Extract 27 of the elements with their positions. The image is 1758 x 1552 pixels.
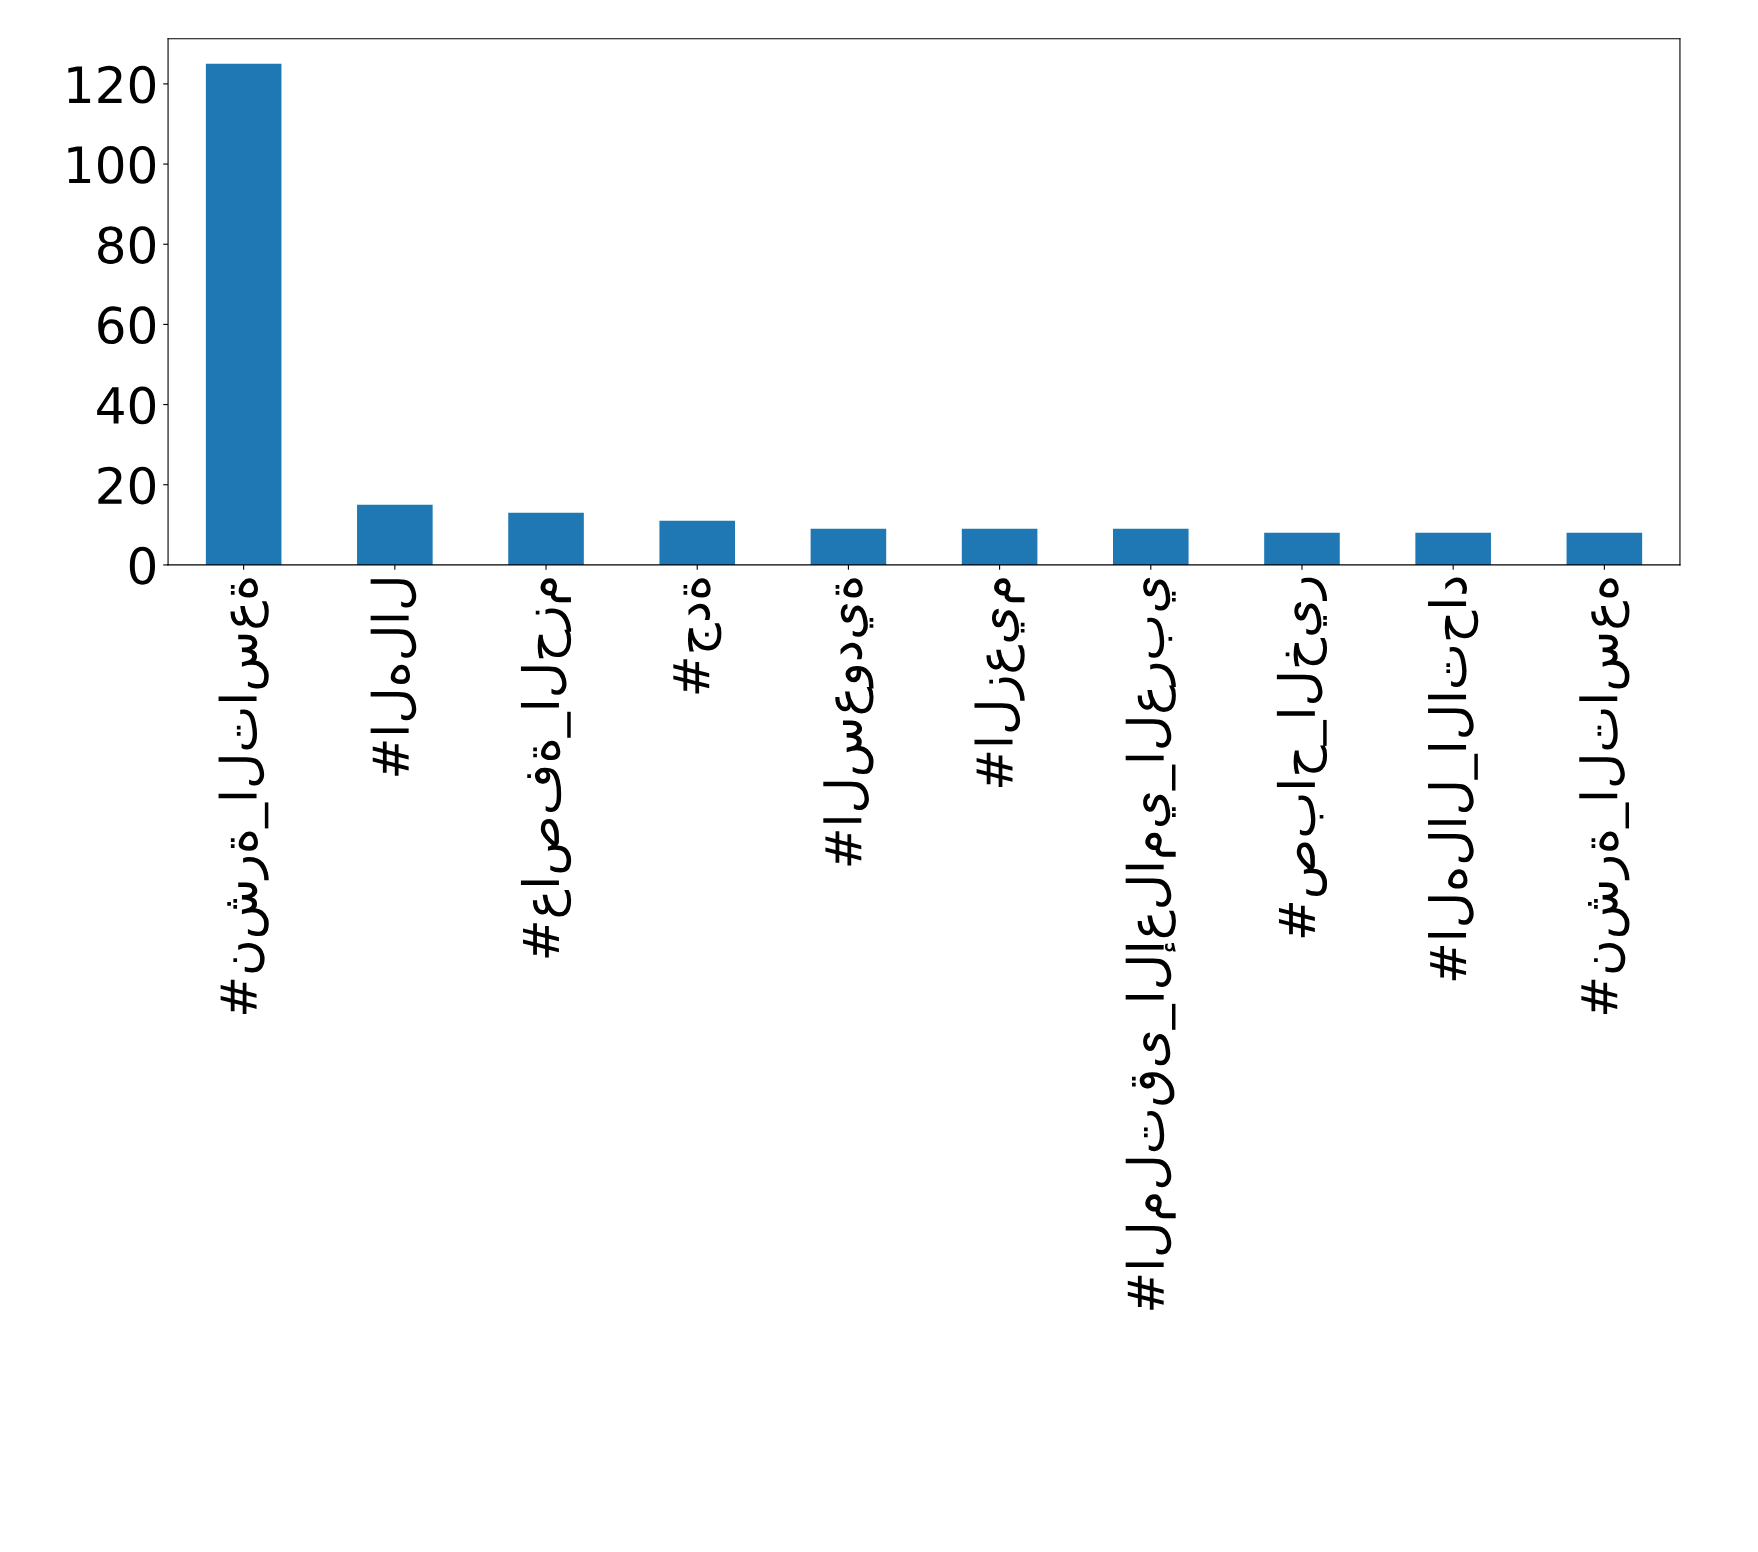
bar	[659, 520, 736, 565]
bar	[1415, 532, 1491, 565]
y-tick-label: 100	[68, 145, 156, 184]
bar	[810, 528, 887, 565]
bar	[961, 528, 1038, 565]
x-tick-label: #الملتقى_الإعلامي_العربي	[1125, 577, 1176, 1310]
y-tick-label: 120	[68, 65, 156, 104]
y-tick-label: 0	[129, 546, 156, 585]
x-tick-label: #الهلال_الاتحاد	[1428, 577, 1479, 981]
y-tick-label: 40	[97, 386, 156, 425]
bar	[1112, 528, 1189, 565]
bar	[1566, 532, 1643, 565]
x-tick-label: #جدة	[673, 578, 722, 694]
x-tick-label: #الزعيم	[974, 578, 1025, 787]
x-tick-label: #عاصفة_الحزم	[520, 578, 572, 958]
bar	[205, 63, 282, 565]
x-tick-label: #الهلال	[370, 579, 417, 776]
y-tick-label: 20	[98, 466, 156, 505]
x-tick-label: #نشرة_التاسعه	[1579, 578, 1630, 1015]
bar	[508, 512, 584, 565]
y-tick-label: 80	[98, 226, 156, 264]
x-tick-label: #صباح_الخير	[1276, 577, 1328, 938]
bar	[1264, 532, 1340, 565]
x-tick-label: #نشرة_التاسعة	[218, 578, 269, 1015]
bar	[357, 504, 433, 565]
y-tick-label: 60	[98, 306, 156, 345]
x-tick-label: #السعودية	[823, 578, 874, 866]
